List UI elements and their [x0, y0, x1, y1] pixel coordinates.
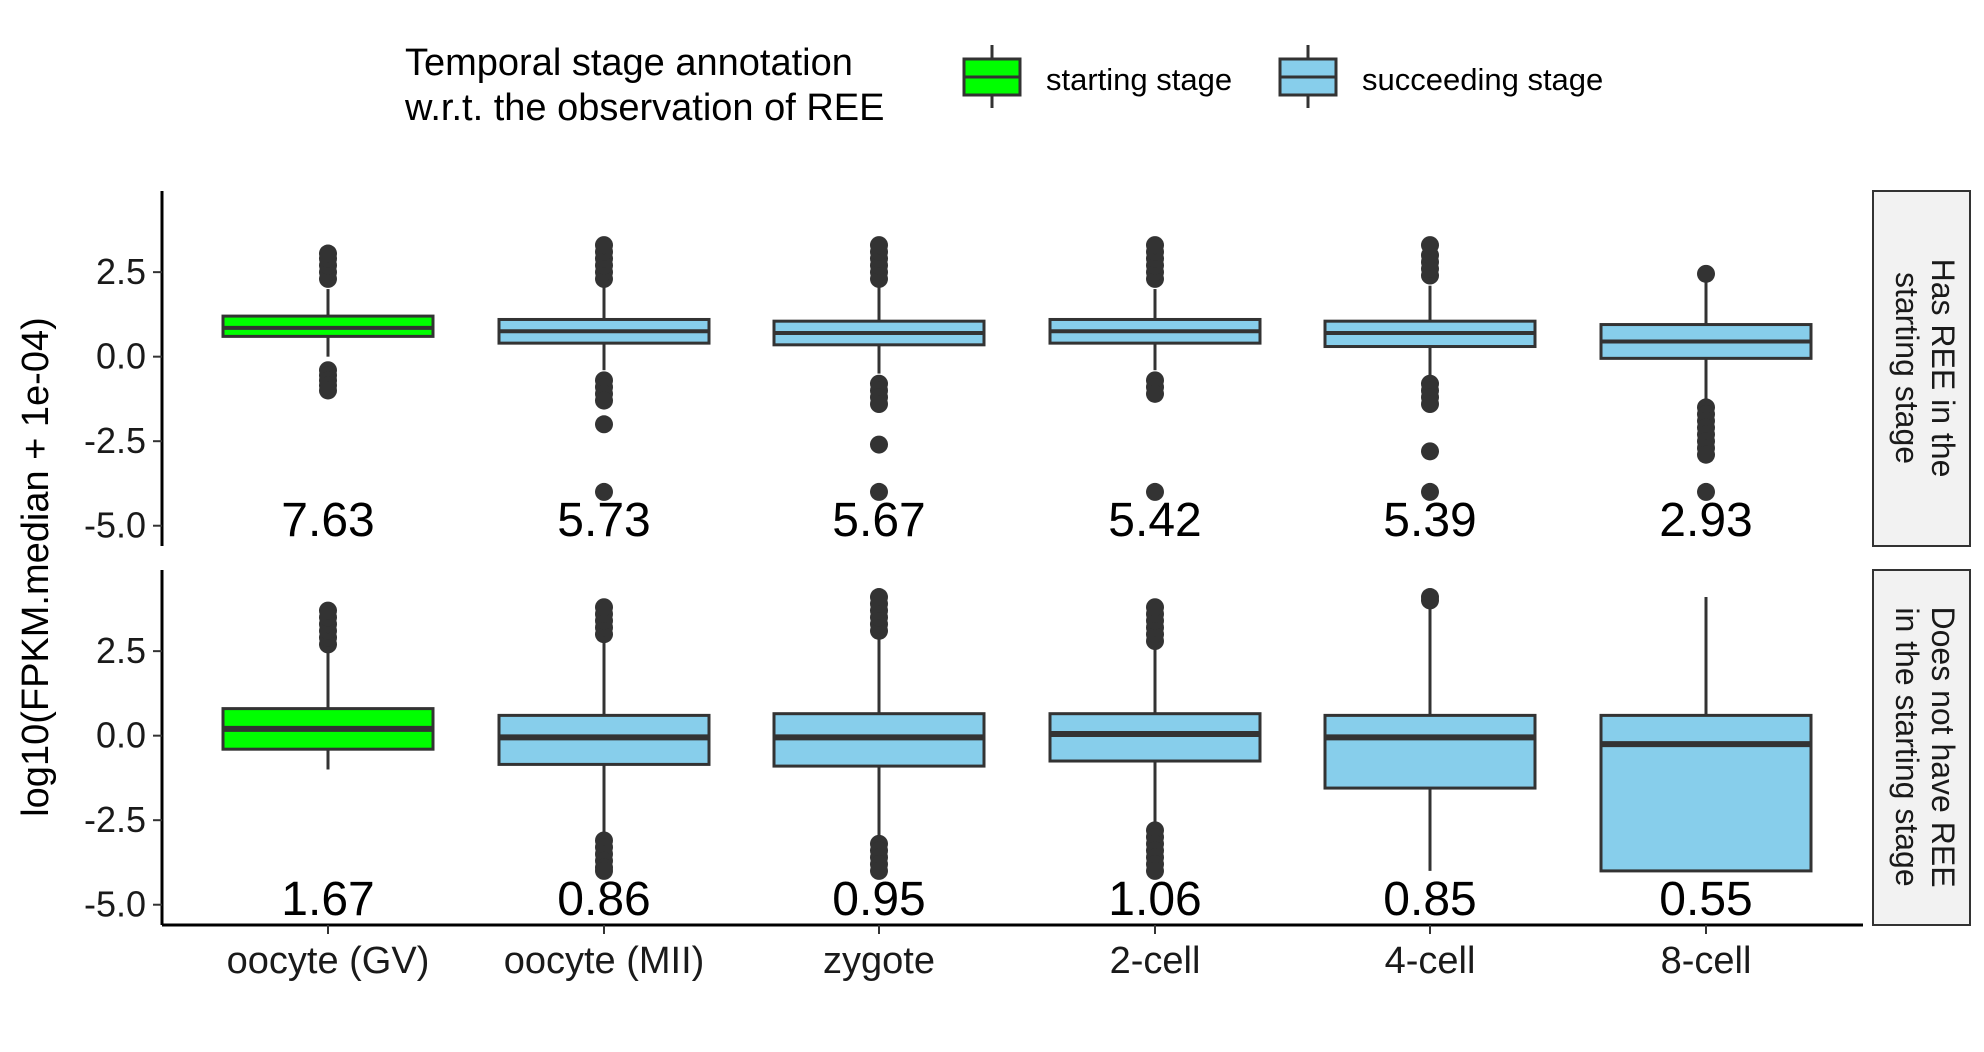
- panel-annotation: 1.67: [281, 873, 374, 926]
- box-iqr: [1599, 713, 1813, 873]
- box-8-cell: [1599, 264, 1813, 501]
- outlier-point: [870, 435, 888, 454]
- x-tick-label: 8-cell: [1661, 940, 1752, 982]
- panel-annotation: 5.39: [1383, 494, 1476, 547]
- y-tick-label: -2.5: [84, 799, 146, 840]
- x-axis: oocyte (GV) oocyte (MII) zygote 2-cell 4-cel…: [162, 923, 1863, 982]
- outlier-point: [1697, 264, 1715, 283]
- y-tick-label: 0.0: [96, 715, 146, 756]
- y-tick-label: 2.5: [96, 251, 146, 292]
- panel-has-ree: 2.5 0.0 -2.5 -5.0 7.63 5.73 5.67 5.42 5.39 2.93: [84, 191, 1813, 547]
- legend-label-starting: starting stage: [1046, 62, 1232, 97]
- panel-annotation: 2.93: [1659, 494, 1752, 547]
- strip-label-line-1: Does not have REE: [1925, 606, 1961, 887]
- outlier-point: [595, 482, 613, 501]
- box-2-cell: [1048, 236, 1262, 501]
- legend-title-line-1: Temporal stage annotation: [405, 42, 853, 84]
- outlier-point: [870, 395, 888, 413]
- box-4-cell: [1323, 588, 1537, 871]
- panel-annotation: 0.55: [1659, 873, 1752, 926]
- strip-label-line-2: in the starting stage: [1889, 607, 1925, 886]
- outlier-point: [319, 244, 337, 263]
- outlier-point: [870, 861, 888, 880]
- outlier-point: [1146, 236, 1164, 255]
- outlier-point: [319, 601, 337, 620]
- x-tick-label: oocyte (GV): [227, 940, 430, 982]
- outlier-point: [1421, 588, 1439, 607]
- y-tick-label: -2.5: [84, 420, 146, 461]
- y-tick-label: 2.5: [96, 630, 146, 671]
- panel-annotation: 5.73: [557, 494, 650, 547]
- legend-title-line-2: w.r.t. the observation of REE: [404, 87, 884, 129]
- x-tick-label: 2-cell: [1110, 940, 1201, 982]
- panel-annotation: 5.67: [832, 494, 925, 547]
- panel-no-ree: 2.5 0.0 -2.5 -5.0 1.67 0.86 0.95 1.06 0.85 0.55: [84, 570, 1813, 926]
- x-tick-label: zygote: [823, 940, 935, 982]
- outlier-point: [1421, 482, 1439, 501]
- box-oocyte-mii-: [497, 598, 711, 880]
- legend-key-succeeding: [1278, 45, 1338, 108]
- strip-no-ree: Does not have REE in the starting stage: [1872, 569, 1971, 926]
- panel-annotation: 5.42: [1108, 494, 1201, 547]
- y-tick-label: -5.0: [84, 505, 146, 546]
- y-tick-label: 0.0: [96, 336, 146, 377]
- box-2-cell: [1048, 598, 1262, 880]
- box-iqr: [1048, 712, 1262, 763]
- strip-background: [1872, 569, 1971, 926]
- box-zygote: [772, 588, 986, 880]
- panel-annotation: 0.85: [1383, 873, 1476, 926]
- outlier-point: [1697, 445, 1715, 464]
- panel-annotation: 7.63: [281, 494, 374, 547]
- outlier-point: [1421, 236, 1439, 255]
- box-8-cell: [1599, 597, 1813, 873]
- box-iqr: [1323, 713, 1537, 790]
- strip-has-ree: Has REE in the starting stage: [1872, 190, 1971, 547]
- y-tick-label: -5.0: [84, 884, 146, 925]
- panel-annotation: 0.95: [832, 873, 925, 926]
- legend: Temporal stage annotation w.r.t. the obs…: [404, 42, 1603, 129]
- panel-annotation: 1.06: [1108, 873, 1201, 926]
- legend-label-succeeding: succeeding stage: [1362, 62, 1603, 97]
- box-zygote: [772, 236, 986, 501]
- outlier-point: [595, 236, 613, 255]
- box-oocyte-gv-: [221, 601, 435, 770]
- outlier-point: [595, 391, 613, 410]
- legend-key-starting: [962, 45, 1022, 108]
- outlier-point: [595, 598, 613, 617]
- outlier-point: [870, 588, 888, 607]
- outlier-point: [1146, 482, 1164, 501]
- x-tick-label: oocyte (MII): [504, 940, 705, 982]
- outlier-point: [319, 381, 337, 400]
- outlier-point: [1146, 861, 1164, 880]
- outlier-point: [1421, 395, 1439, 413]
- outlier-point: [1697, 482, 1715, 501]
- y-axis-title: log10(FPKM.median + 1e-04): [15, 317, 57, 817]
- outlier-point: [870, 236, 888, 255]
- outlier-point: [1146, 384, 1164, 403]
- x-tick-label: 4-cell: [1385, 940, 1476, 982]
- strip-background: [1872, 190, 1971, 547]
- panel-annotation: 0.86: [557, 873, 650, 926]
- outlier-point: [595, 415, 613, 434]
- outlier-point: [595, 861, 613, 880]
- strip-label-line-1: Has REE in the: [1925, 259, 1961, 478]
- outlier-point: [1146, 598, 1164, 617]
- outlier-point: [870, 482, 888, 501]
- outlier-point: [1421, 442, 1439, 461]
- box-oocyte-mii-: [497, 236, 711, 501]
- box-4-cell: [1323, 236, 1537, 501]
- strip-label-line-2: starting stage: [1889, 272, 1925, 464]
- box-oocyte-gv-: [221, 244, 435, 400]
